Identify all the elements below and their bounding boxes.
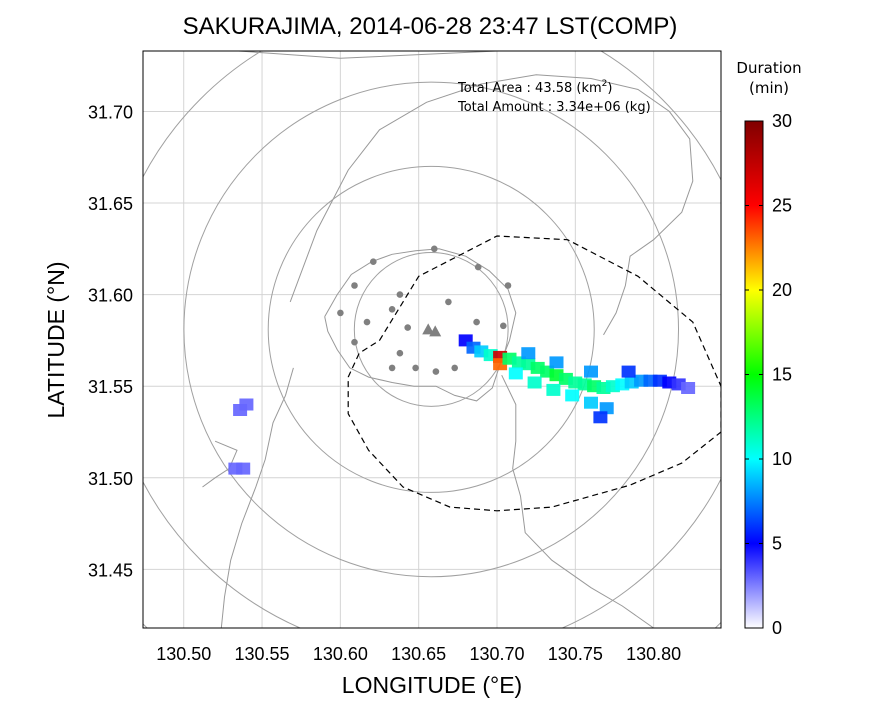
- station-dot: [337, 309, 344, 317]
- ash-cell: [593, 411, 608, 424]
- dispersion-boundary-dashed: [347, 235, 721, 512]
- y-axis-ticks: 31.45 31.50 31.55 31.60 31.65 31.70: [88, 102, 133, 580]
- plot-frame: [142, 50, 722, 629]
- plot-background: [143, 51, 721, 628]
- ash-cell: [681, 382, 696, 394]
- y-tick-label: 31.45: [88, 560, 133, 580]
- x-tick-label: 130.65: [391, 644, 446, 664]
- station-dot: [396, 349, 404, 357]
- x-tick-label: 130.50: [156, 644, 211, 664]
- y-tick-label: 31.65: [88, 194, 133, 214]
- station-dot: [351, 282, 358, 289]
- volcano-triangle: [429, 325, 442, 337]
- ash-cell: [584, 365, 598, 378]
- y-tick-label: 31.60: [88, 286, 133, 306]
- y-tick-label: 31.70: [88, 102, 133, 122]
- colorbar-tick-label: 10: [772, 449, 792, 469]
- y-axis-title: LATITUDE (°N): [43, 262, 69, 419]
- x-axis-title: LONGITUDE (°E): [342, 672, 522, 698]
- volcano-triangle: [422, 323, 435, 335]
- station-dot: [474, 263, 482, 271]
- x-tick-label: 130.60: [313, 644, 368, 664]
- total-amount-annotation: Total Amount : 3.34e+06 (kg): [457, 100, 651, 115]
- ash-cell: [549, 356, 564, 369]
- ash-cell: [233, 404, 248, 416]
- colorbar-title-line1: Duration: [736, 59, 801, 77]
- x-tick-label: 130.75: [548, 644, 603, 664]
- chart-title: SAKURAJIMA, 2014-06-28 23:47 LST(COMP): [183, 13, 678, 40]
- station-dot: [396, 291, 404, 298]
- colorbar-tick-label: 0: [772, 618, 782, 638]
- station-dot: [388, 364, 396, 372]
- ash-cell: [599, 402, 614, 415]
- coastline: [289, 74, 694, 336]
- x-tick-label: 130.70: [469, 644, 524, 664]
- station-dot: [412, 364, 419, 372]
- station-dot: [504, 282, 512, 289]
- range-ring: [353, 252, 509, 407]
- colorbar-title-line2: (min): [749, 79, 789, 97]
- colorbar-tick-label: 15: [772, 365, 792, 385]
- coastline: [220, 367, 294, 628]
- y-tick-label: 31.55: [88, 377, 133, 397]
- range-ring: [183, 81, 680, 578]
- ash-cell: [584, 396, 598, 409]
- station-dot: [445, 298, 452, 306]
- station-dot: [451, 364, 459, 372]
- ash-cell: [236, 462, 251, 475]
- x-axis-ticks: 130.50 130.55 130.60 130.65 130.70 130.75 130.…: [156, 644, 681, 664]
- colorbar-tick-label: 30: [772, 111, 792, 131]
- colorbar-tick-label: 25: [772, 196, 792, 216]
- ash-cell: [565, 389, 580, 402]
- coastline: [238, 51, 498, 59]
- observation-stations: [337, 245, 512, 375]
- colorbar-tick-label: 5: [772, 534, 782, 554]
- station-dot: [404, 324, 412, 331]
- station-dot: [432, 368, 440, 375]
- colorbar-ticks: 0 5 10 15 20 25 30: [745, 111, 792, 638]
- range-ring: [267, 165, 595, 493]
- station-dot: [473, 318, 480, 326]
- station-dot: [363, 318, 371, 326]
- ash-cell: [527, 376, 542, 389]
- y-tick-label: 31.50: [88, 469, 133, 489]
- range-rings: [143, 51, 721, 628]
- ash-cell: [508, 367, 523, 380]
- total-area-close: ): [607, 81, 612, 96]
- volcano-marker: [422, 323, 442, 337]
- x-tick-label: 130.55: [235, 644, 290, 664]
- total-area-label: Total Area : 43.58 (km: [457, 81, 602, 96]
- colorbar-tick-label: 20: [772, 280, 792, 300]
- ash-cell: [546, 383, 561, 396]
- x-tick-label: 130.80: [626, 644, 681, 664]
- coastline: [501, 374, 654, 628]
- ash-duration-cells: [228, 334, 696, 475]
- ash-cell: [621, 365, 636, 378]
- total-area-superscript: 2: [602, 79, 608, 89]
- station-dot: [388, 306, 396, 313]
- station-dot: [370, 258, 377, 266]
- station-dot: [351, 338, 358, 346]
- ash-cell: [521, 347, 536, 360]
- station-dot: [431, 245, 438, 253]
- station-dot: [500, 322, 507, 330]
- total-area-annotation: Total Area : 43.58 (km2): [457, 79, 612, 96]
